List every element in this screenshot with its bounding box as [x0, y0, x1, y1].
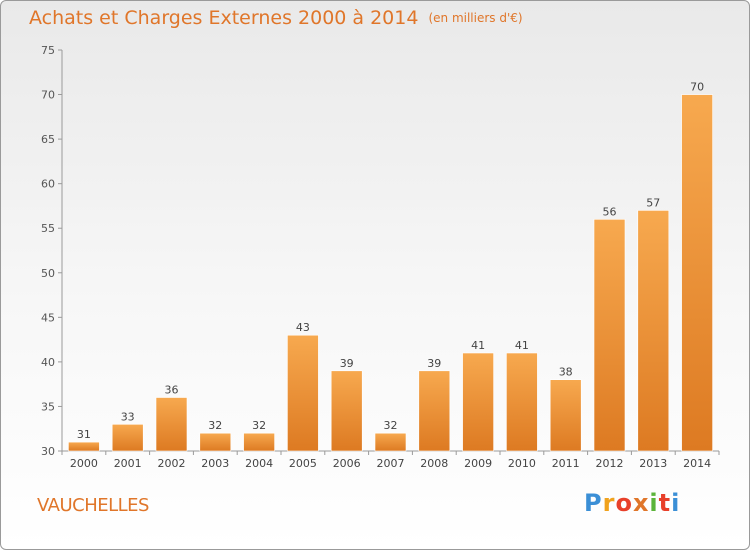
x-tick-label: 2006 [333, 457, 361, 470]
bar-value-label: 38 [559, 366, 573, 379]
x-tick-label: 2004 [245, 457, 273, 470]
logo-letter: i [649, 489, 659, 517]
bar [374, 432, 407, 452]
y-tick-label: 35 [41, 400, 55, 413]
y-tick-label: 30 [41, 445, 55, 458]
y-tick-label: 60 [41, 178, 55, 191]
bar [243, 432, 275, 452]
bar-value-label: 32 [384, 419, 398, 432]
x-tick-label: 2008 [420, 457, 448, 470]
bar [199, 432, 232, 452]
y-tick-label: 55 [41, 222, 55, 235]
bar [155, 397, 188, 452]
bar-value-label: 56 [603, 205, 617, 218]
commune-name: VAUCHELLES [37, 495, 149, 516]
bar-value-label: 57 [646, 196, 660, 209]
bar [418, 370, 451, 452]
bar-value-label: 31 [77, 428, 91, 441]
bar [593, 219, 626, 452]
logo-letter: i [671, 489, 681, 517]
x-tick-label: 2013 [639, 457, 667, 470]
bar [111, 423, 144, 452]
chart-subtitle: (en milliers d'€) [428, 11, 523, 25]
bar-value-label: 32 [208, 419, 222, 432]
x-tick-label: 2002 [158, 457, 186, 470]
y-tick-label: 75 [41, 44, 55, 57]
x-tick-label: 2003 [201, 457, 229, 470]
bar-value-label: 41 [471, 339, 485, 352]
y-tick-label: 70 [41, 89, 55, 102]
logo-letter: P [584, 489, 603, 517]
bar [68, 441, 100, 452]
bar-value-label: 39 [427, 357, 441, 370]
x-tick-label: 2001 [114, 457, 142, 470]
bar-value-label: 41 [515, 339, 529, 352]
bar-value-label: 70 [690, 81, 704, 94]
bar [287, 334, 319, 452]
bar [462, 352, 494, 452]
logo-letter: r [602, 489, 616, 517]
bar [637, 210, 670, 452]
y-tick-label: 50 [41, 267, 55, 280]
x-tick-label: 2012 [596, 457, 624, 470]
y-tick-label: 45 [41, 311, 55, 324]
chart-title: Achats et Charges Externes 2000 à 2014 [29, 7, 419, 29]
x-tick-label: 2007 [377, 457, 405, 470]
bar [681, 94, 713, 452]
x-tick-label: 2014 [683, 457, 711, 470]
bar-value-label: 39 [340, 357, 354, 370]
bar-value-label: 36 [165, 384, 179, 397]
x-tick-label: 2000 [70, 457, 98, 470]
chart-title-block: Achats et Charges Externes 2000 à 2014 (e… [29, 7, 523, 29]
y-tick-label: 65 [41, 133, 55, 146]
bar [330, 370, 363, 452]
bar [549, 379, 582, 452]
x-tick-label: 2010 [508, 457, 536, 470]
x-tick-label: 2011 [552, 457, 580, 470]
bar [506, 352, 538, 452]
bar-value-label: 43 [296, 321, 310, 334]
logo-letter: t [658, 489, 672, 517]
y-tick-label: 40 [41, 356, 55, 369]
x-tick-label: 2005 [289, 457, 317, 470]
logo-letter: x [632, 489, 650, 517]
bar-value-label: 32 [252, 419, 266, 432]
proxiti-logo[interactable]: Proxiti [584, 489, 680, 517]
x-tick-label: 2009 [464, 457, 492, 470]
bar-value-label: 33 [121, 410, 135, 423]
logo-letter: o [615, 489, 633, 517]
